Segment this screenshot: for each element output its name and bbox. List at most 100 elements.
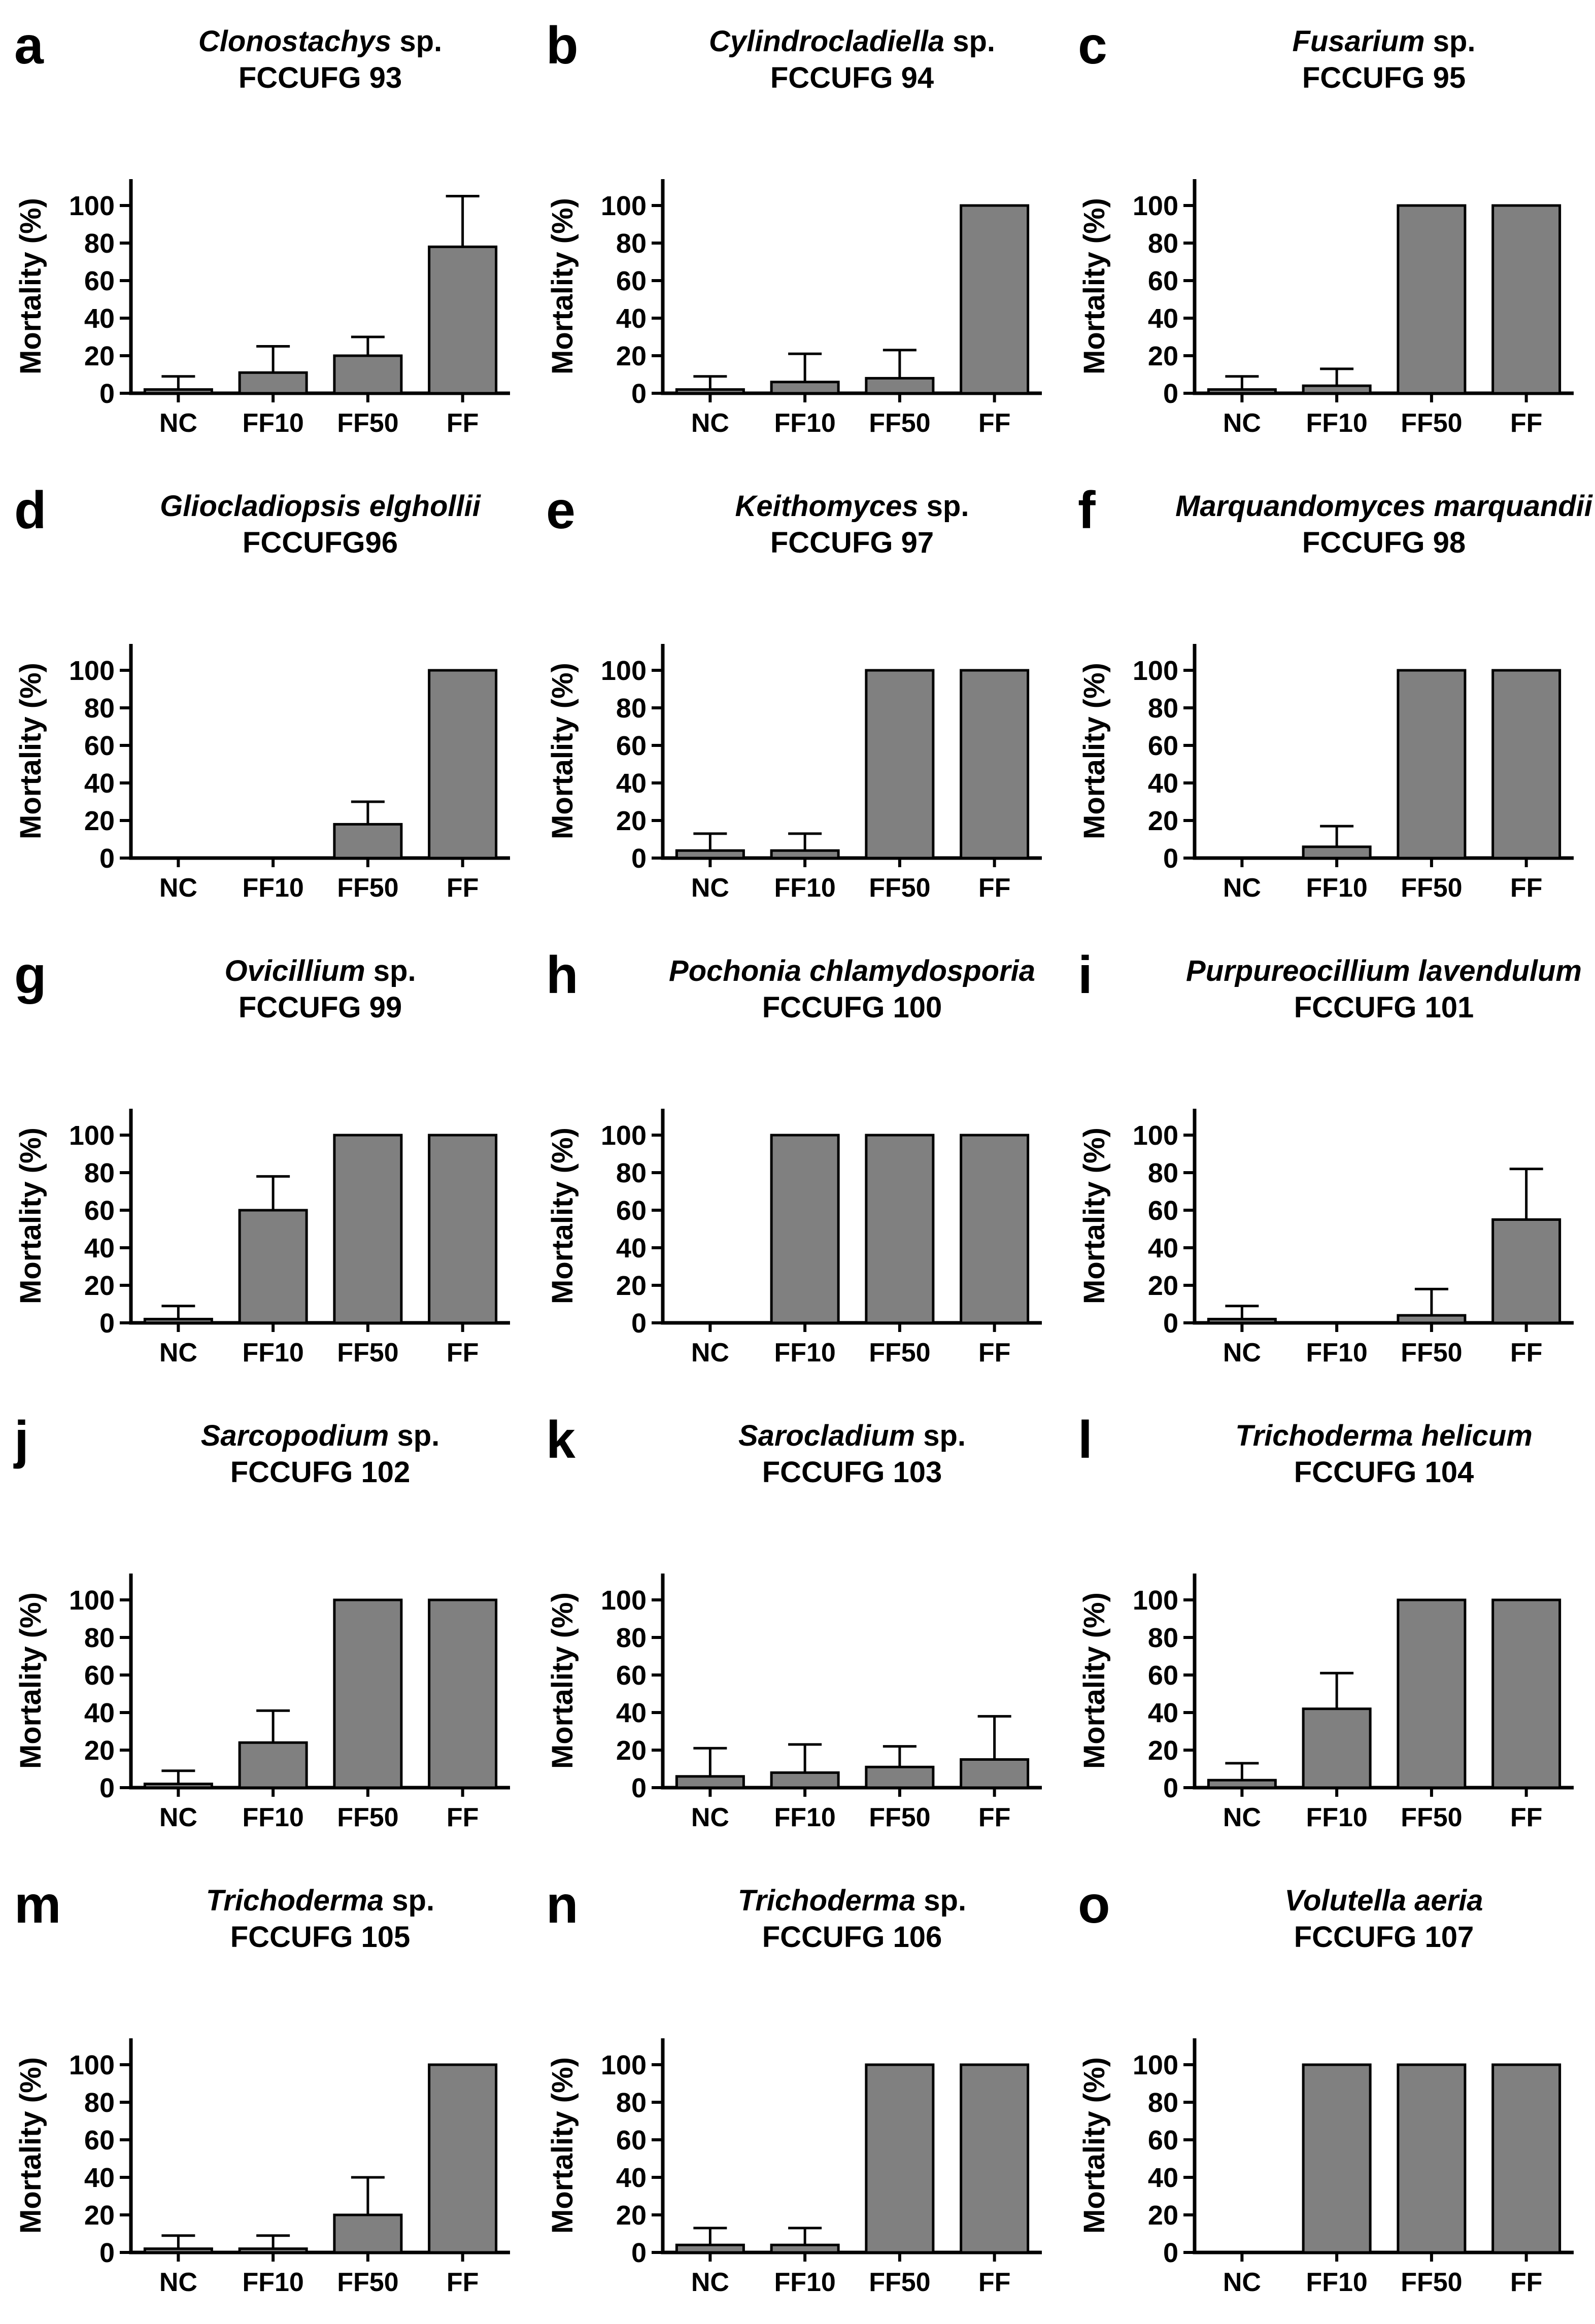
x-tick-label: FF: [978, 1803, 1011, 1832]
panel-letter: g: [14, 946, 47, 1005]
panel-letter: n: [546, 1875, 579, 1934]
bar-FF10: [770, 381, 840, 395]
y-tick-label: 100: [69, 191, 115, 221]
bar-FF50: [333, 354, 403, 395]
panel-letter: j: [14, 1411, 29, 1469]
y-tick-label: 80: [1148, 1158, 1178, 1188]
y-tick-label: 100: [69, 1120, 115, 1151]
panel-letter: d: [14, 481, 47, 540]
chart-panel-i: i Purpureocillium lavendulum FCCUFG 101 0 20…: [1064, 930, 1595, 1394]
x-tick-label: FF50: [1401, 873, 1462, 903]
y-tick-label: 40: [1148, 303, 1178, 334]
y-tick-label: 40: [616, 1698, 647, 1728]
species-name-suffix: sp.: [389, 1419, 440, 1452]
y-tick-label: 100: [1133, 1585, 1178, 1616]
y-tick-label: 100: [601, 191, 647, 221]
panel-letter: o: [1078, 1875, 1110, 1934]
y-tick-label: 40: [616, 768, 647, 799]
bar-FF50: [333, 823, 403, 860]
species-name: Sarocladium sp.: [642, 1418, 1062, 1454]
y-tick-label: 0: [1163, 843, 1178, 874]
y-tick-label: 20: [616, 1735, 647, 1766]
y-tick-label: 20: [1148, 806, 1178, 836]
y-tick-label: 40: [84, 1233, 115, 1263]
x-tick-label: FF10: [1306, 2268, 1367, 2297]
strain-label: FCCUFG 102: [230, 1456, 411, 1489]
species-name: Ovicillium sp.: [110, 953, 530, 989]
chart-panel-m: m Trichoderma sp. FCCUFG 105 0 20 40 60 80 100 Mo…: [0, 1859, 532, 2324]
bar-NC: [143, 1783, 213, 1789]
species-name-suffix: sp.: [918, 490, 969, 523]
x-tick-label: FF10: [774, 873, 835, 903]
species-name-italic: Trichoderma helicum: [1235, 1419, 1533, 1452]
y-tick-label: 100: [69, 2050, 115, 2080]
y-tick-label: 20: [84, 1271, 115, 1301]
panel-title: Sarcopodium sp. FCCUFG 102: [110, 1418, 530, 1491]
species-name: Trichoderma sp.: [110, 1883, 530, 1919]
x-tick-label: NC: [1223, 408, 1261, 438]
bar-FF: [960, 2063, 1030, 2254]
y-tick-label: 0: [631, 379, 647, 409]
bar-FF10: [770, 849, 840, 860]
y-axis-label: Mortality (%): [546, 2057, 579, 2234]
y-axis-label: Mortality (%): [14, 663, 47, 839]
x-tick-label: FF: [447, 1338, 479, 1368]
y-tick-label: 60: [1148, 731, 1178, 761]
x-tick-label: FF10: [242, 873, 303, 903]
y-tick-label: 80: [84, 1158, 115, 1188]
panel-title: Trichoderma sp. FCCUFG 106: [642, 1883, 1062, 1956]
bar-FF: [428, 1598, 498, 1789]
y-tick-label: 100: [69, 1585, 115, 1616]
x-tick-label: FF10: [242, 1803, 303, 1832]
bar-NC: [143, 1318, 213, 1324]
x-tick-label: FF10: [774, 408, 835, 438]
bar-NC: [675, 388, 745, 395]
species-name: Trichoderma helicum: [1174, 1418, 1594, 1454]
panel-letter: e: [546, 481, 575, 540]
y-tick-label: 100: [601, 1120, 647, 1151]
y-tick-label: 60: [84, 266, 115, 296]
bar-NC: [1207, 1318, 1277, 1324]
bar-FF10: [770, 1771, 840, 1789]
y-tick-label: 20: [84, 1735, 115, 1766]
y-tick-label: 20: [616, 341, 647, 371]
x-tick-label: FF50: [869, 1338, 930, 1368]
panel-title: Gliocladiopsis elghollii FCCUFG96: [110, 488, 530, 561]
x-tick-label: FF: [1510, 408, 1543, 438]
y-tick-label: 20: [84, 2200, 115, 2231]
chart-panel-a: a Clonostachys sp. FCCUFG 93 0 20 40 60 80 100 Mo…: [0, 0, 532, 465]
species-name-italic: Keithomyces: [735, 490, 919, 523]
y-axis-label: Mortality (%): [1078, 198, 1111, 374]
chart-panel-g: g Ovicillium sp. FCCUFG 99 0 20 40 60 80 100 Mort…: [0, 930, 532, 1394]
bar-FF10: [1302, 1707, 1372, 1789]
bar-chart: 0 20 40 60 80 100 Mortality (%) NC FF10 FF50 FF: [546, 179, 1042, 438]
species-name-suffix: sp.: [915, 1884, 967, 1917]
bar-NC: [675, 1775, 745, 1789]
strain-label: FCCUFG 107: [1294, 1921, 1474, 1954]
strain-label: FCCUFG 105: [230, 1921, 411, 1954]
y-tick-label: 0: [631, 843, 647, 874]
y-tick-label: 100: [601, 656, 647, 686]
x-tick-label: FF50: [869, 2268, 930, 2297]
x-tick-label: NC: [691, 1803, 729, 1832]
bar-FF: [960, 1758, 1030, 1789]
panel-title: Volutella aeria FCCUFG 107: [1174, 1883, 1594, 1956]
bar-FF: [428, 669, 498, 860]
y-tick-label: 60: [1148, 2125, 1178, 2156]
panel-title: Pochonia chlamydosporia FCCUFG 100: [642, 953, 1062, 1026]
bar-FF: [1491, 2063, 1562, 2254]
x-tick-label: FF: [978, 873, 1011, 903]
y-tick-label: 20: [1148, 1735, 1178, 1766]
x-tick-label: FF50: [1401, 2268, 1462, 2297]
x-tick-label: FF: [447, 408, 479, 438]
bar-FF10: [1302, 384, 1372, 395]
species-name: Cylindrocladiella sp.: [642, 23, 1062, 60]
bar-chart: 0 20 40 60 80 100 Mortality (%) NC FF10 FF50 FF: [1078, 179, 1574, 438]
y-tick-label: 100: [601, 2050, 647, 2080]
chart-panel-h: h Pochonia chlamydosporia FCCUFG 100 0 20 40 6…: [532, 930, 1064, 1394]
bar-chart: 0 20 40 60 80 100 Mortality (%) NC FF10 FF50 FF: [14, 1109, 510, 1368]
y-axis-label: Mortality (%): [14, 198, 47, 374]
panel-title: Trichoderma sp. FCCUFG 105: [110, 1883, 530, 1956]
bar-chart: 0 20 40 60 80 100 Mortality (%) NC FF10 FF50 FF: [546, 1109, 1042, 1368]
x-tick-label: FF50: [337, 873, 398, 903]
